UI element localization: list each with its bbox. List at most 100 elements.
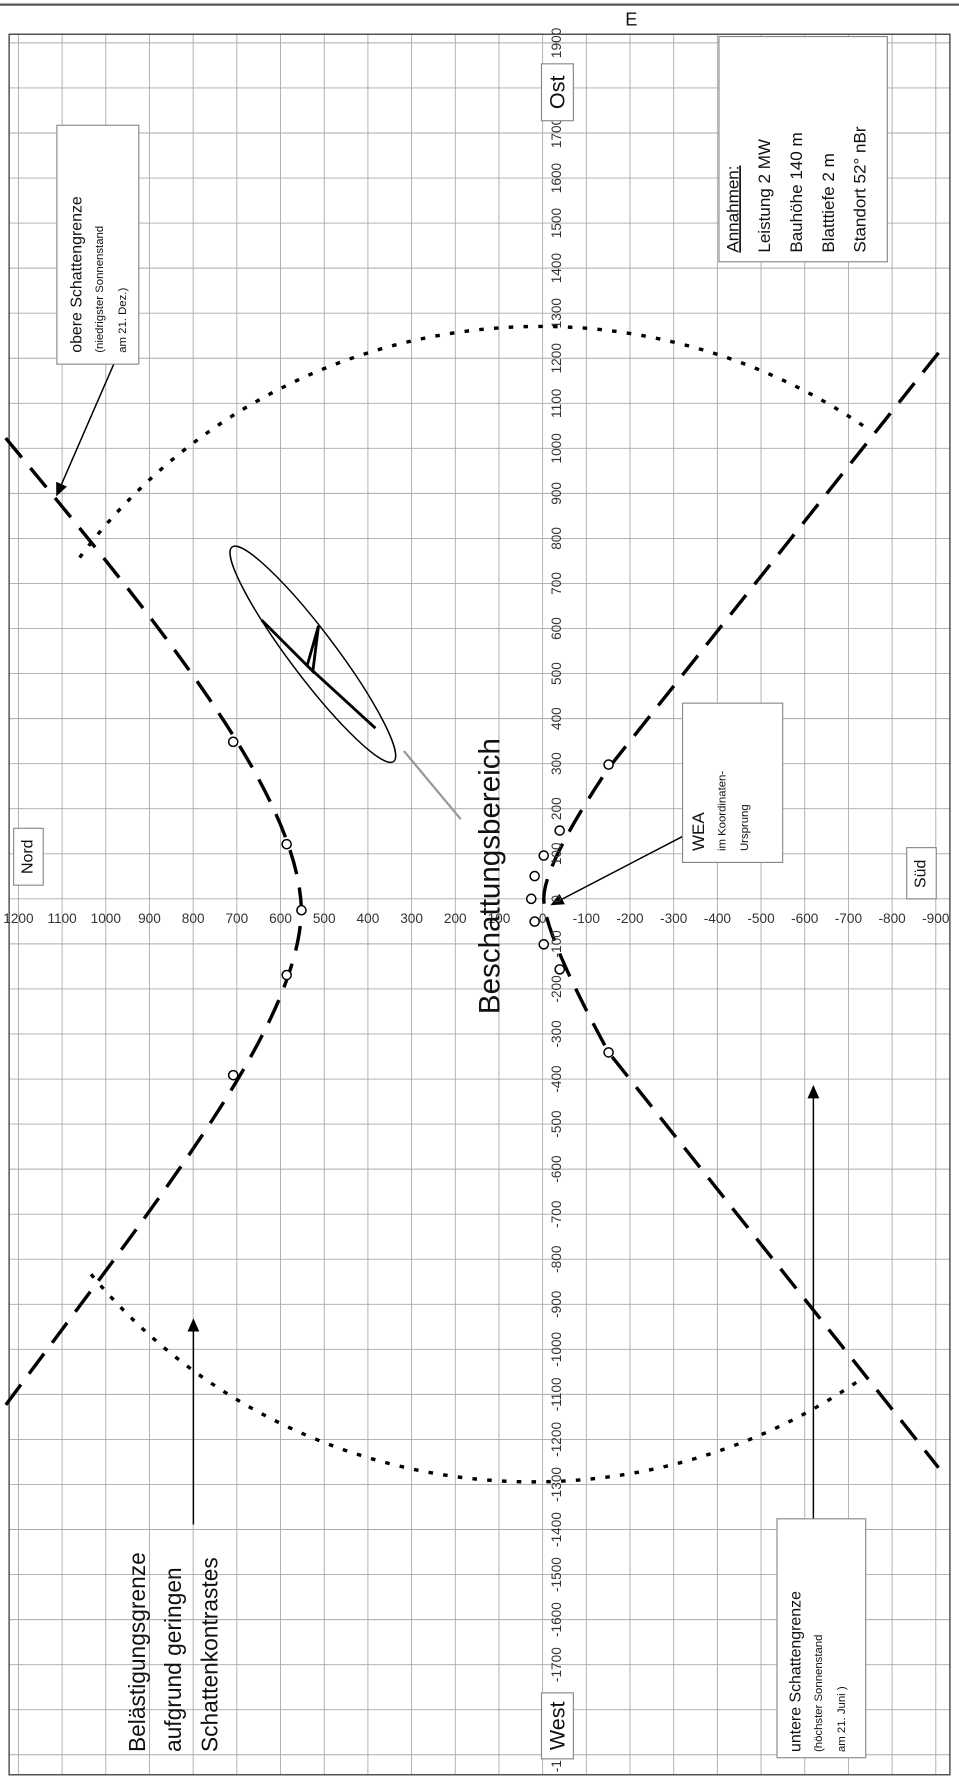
- ew-tick-label: 900: [549, 482, 564, 505]
- ns-tick-label: -100: [573, 911, 601, 926]
- sun-markers: [227, 736, 614, 1081]
- pointer-line: [402, 750, 462, 820]
- marker: [529, 916, 540, 927]
- marker: [603, 1047, 614, 1058]
- south-box: [906, 847, 937, 900]
- east-label: Ost: [544, 75, 569, 109]
- ns-tick-label: 900: [138, 911, 161, 926]
- upper-limit-line: am 21. Dez.): [117, 288, 129, 353]
- south-label: Süd: [913, 860, 930, 888]
- marker: [227, 1069, 239, 1081]
- ew-tick-label: 1200: [549, 343, 564, 374]
- upper-limit-line: obere Schattengrenze: [69, 196, 86, 353]
- ns-tick-label: 1100: [47, 911, 77, 926]
- ew-tick-label: 1400: [549, 253, 564, 284]
- ns-tick-label: 300: [400, 911, 423, 926]
- ew-tick-label: 300: [549, 752, 564, 775]
- ns-tick-label: -400: [704, 911, 732, 926]
- ns-tick-label: 100: [488, 911, 511, 926]
- marker: [538, 850, 550, 861]
- lower-limit-box: [776, 1518, 867, 1759]
- ns-tick-label: -700: [835, 911, 863, 926]
- contrast-limit-top: [78, 324, 866, 559]
- ns-tick-label: -200: [616, 911, 644, 926]
- ew-tick-label: -200: [549, 975, 564, 1003]
- ew-tick-label: -1600: [549, 1602, 564, 1637]
- ew-tick-label: 1900: [549, 27, 564, 58]
- ew-tick-label: 800: [549, 527, 564, 550]
- north-label: Nord: [20, 839, 37, 873]
- ns-tick-label: 1200: [3, 911, 34, 926]
- ew-tick-label: -500: [549, 1110, 564, 1138]
- ew-tick-label: 500: [549, 662, 564, 685]
- ns-tick-label: -600: [791, 911, 819, 926]
- area-label: Beschattungsbereich: [473, 738, 506, 1014]
- ew-tick-label: 1700: [549, 117, 564, 148]
- ns-tick-label: -500: [747, 911, 775, 926]
- marker: [603, 759, 614, 770]
- ns-tick-label: -300: [660, 911, 688, 926]
- ns-tick-label: 500: [313, 911, 336, 926]
- assumption-line: Annahmen:: [723, 165, 742, 252]
- ew-tick-label: -1400: [549, 1512, 564, 1547]
- marker: [296, 904, 307, 916]
- ew-tick-label: 1000: [549, 433, 564, 464]
- ns-tick-label: 400: [357, 911, 380, 926]
- origin-line: im Koordinaten-: [716, 771, 728, 851]
- ew-tick-label: 700: [549, 572, 564, 595]
- ew-tick-label: -1500: [549, 1557, 564, 1592]
- origin-line: Ursprung: [739, 804, 751, 851]
- ew-tick-label: -1700: [549, 1647, 564, 1682]
- ns-tick-label: 700: [225, 911, 248, 926]
- west-label: West: [544, 1701, 569, 1750]
- contrast-limit-bottom: [89, 1273, 866, 1484]
- turbine-blade: [260, 619, 377, 730]
- ew-tick-label: -1200: [549, 1422, 564, 1457]
- west-box: [540, 1692, 574, 1760]
- ew-tick-label: 1500: [549, 208, 564, 239]
- assumption-line: Bauhöhe 140 m: [787, 132, 806, 252]
- upper-limit-line: (niedrigster Sonnenstand: [94, 226, 106, 353]
- turbine-sketch: [229, 545, 397, 764]
- ns-tick-label: -900: [922, 911, 950, 926]
- ew-tick-label: 0: [549, 895, 564, 903]
- marker: [529, 870, 540, 882]
- ew-tick-label: -1000: [549, 1331, 564, 1366]
- marker: [525, 893, 537, 905]
- ew-tick-label: -1100: [549, 1377, 564, 1411]
- notes: Annahmen: Leistung 2 MW Bauhöhe 140 m Blatt…: [69, 126, 870, 1752]
- ns-tick-label: 800: [182, 911, 205, 926]
- ns-tick-label: 600: [269, 911, 292, 926]
- tick-labels: 1200 1100 1000 900 800 700 600 500 400 300 200 100 0…: [3, 27, 950, 1772]
- marker: [281, 969, 292, 981]
- ew-tick-label: -600: [549, 1155, 564, 1183]
- frame: [8, 33, 951, 1776]
- ns-tick-label: -800: [878, 911, 906, 926]
- lower-limit-line: untere Schattengrenze: [788, 1591, 805, 1752]
- north-box: [13, 827, 44, 886]
- marker: [554, 964, 565, 975]
- ew-tick-label: 600: [549, 617, 564, 640]
- ns-tick-label: 200: [444, 911, 467, 926]
- lower-limit-line: am 21. Juni ): [836, 1686, 848, 1752]
- assumption-line: Blatttiefe 2 m: [819, 153, 838, 253]
- upper-limit-box: [56, 124, 140, 365]
- assumptions-box: [718, 35, 888, 263]
- contrast-limit-line: Schattenkontrastes: [197, 1557, 223, 1752]
- marker: [554, 825, 565, 836]
- ew-tick-label: -100: [549, 930, 564, 958]
- marker: [281, 838, 292, 850]
- assumption-line: Standort 52° nBr: [851, 126, 870, 253]
- corner-label: E: [625, 9, 637, 29]
- arrow: [56, 363, 115, 497]
- arrow: [550, 829, 695, 906]
- marker: [227, 736, 239, 748]
- lower-limit-line: (höchster Sonnenstand: [813, 1635, 825, 1752]
- contrast-limit-line: aufgrund geringen: [160, 1567, 186, 1752]
- marker: [538, 939, 550, 950]
- contrast-limit-line: Belästigungsgrenze: [124, 1552, 150, 1752]
- ew-tick-label: -400: [549, 1065, 564, 1093]
- origin-line: WEA: [689, 812, 708, 851]
- ew-tick-label: -800: [549, 1245, 564, 1273]
